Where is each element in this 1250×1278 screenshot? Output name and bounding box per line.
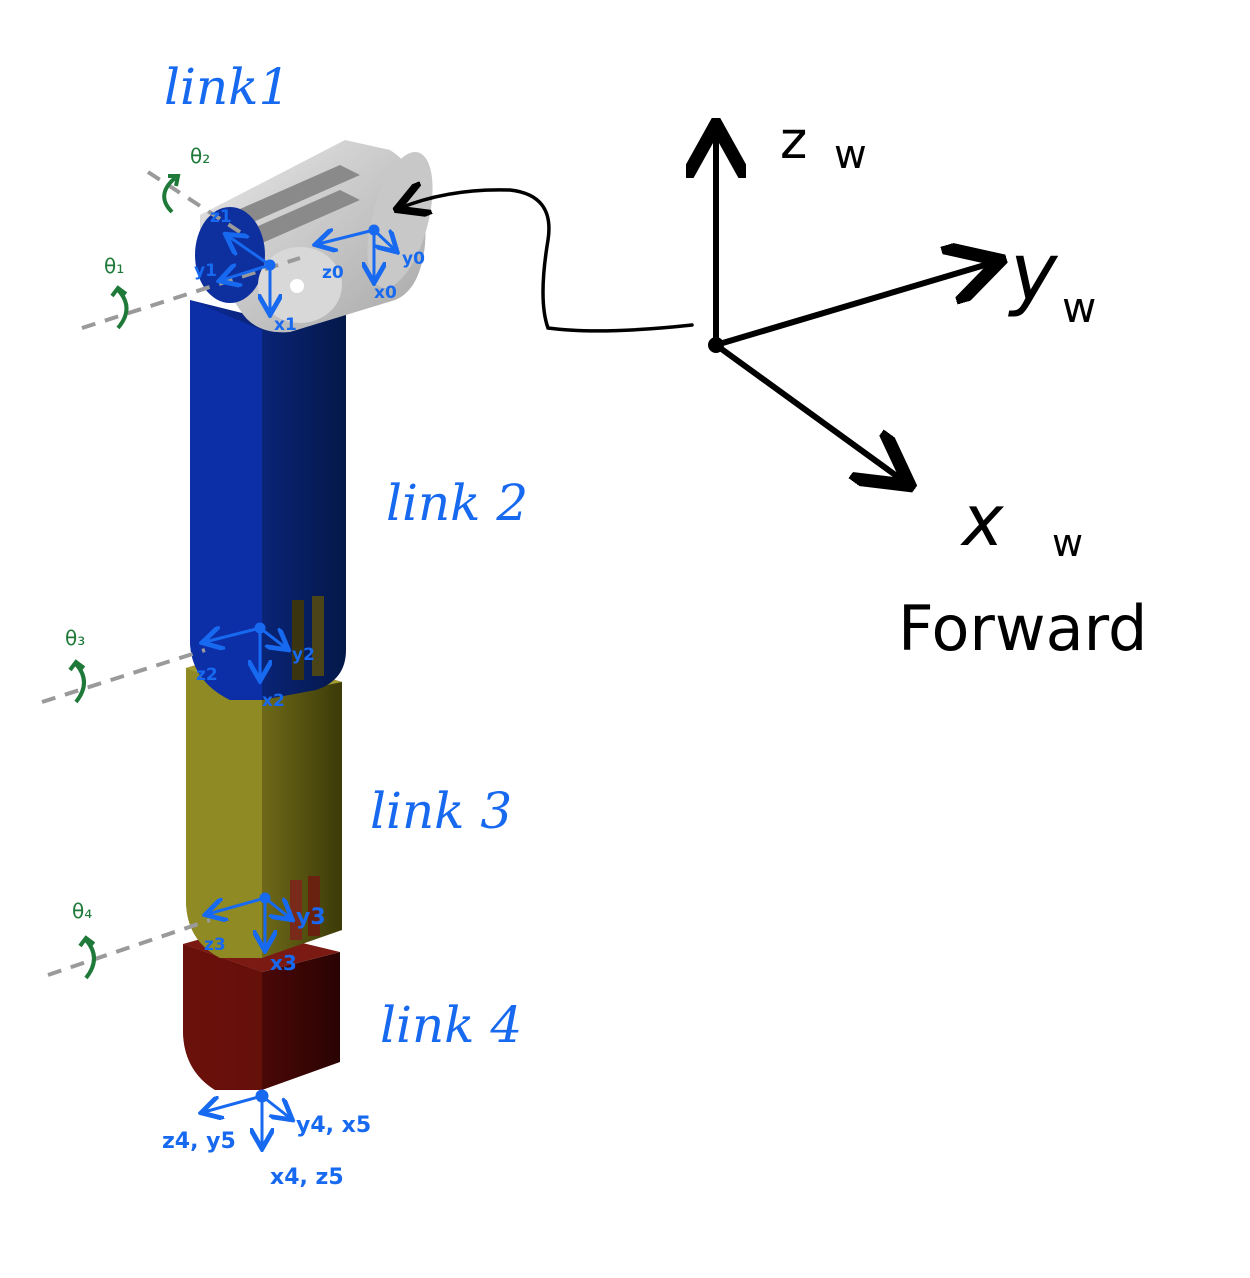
forward-label: Forward <box>898 592 1147 665</box>
joint2-axis <box>146 170 242 234</box>
world-y-sub: w <box>1062 283 1096 332</box>
world-y-label: y <box>1008 226 1059 319</box>
x2-label: x2 <box>262 691 285 711</box>
theta2-label: θ₂ <box>190 144 210 168</box>
joint3-axis <box>41 648 206 704</box>
joint4-axis <box>47 918 211 977</box>
world-z-label: z <box>780 111 807 171</box>
theta3-label: θ₃ <box>65 626 85 650</box>
x3-label: x3 <box>270 951 297 975</box>
theta3-arrow-icon <box>68 659 86 704</box>
link4-label: link 4 <box>380 996 522 1054</box>
joint-axes <box>41 170 301 977</box>
frame4-axes <box>204 1089 290 1146</box>
z4-y5-label: z4, y5 <box>162 1129 236 1154</box>
link4-body <box>183 928 340 1090</box>
link2-body <box>190 300 346 700</box>
y3-label: y3 <box>296 905 326 930</box>
link1-body <box>195 140 433 333</box>
z2-label: z2 <box>196 665 218 685</box>
frame1-axes <box>222 236 274 312</box>
world-x-axis <box>713 342 905 482</box>
y4-x5-label: y4, x5 <box>296 1113 371 1138</box>
world-y-axis <box>713 262 995 348</box>
y2-label: y2 <box>292 645 315 665</box>
theta4-arrow-icon <box>78 935 96 980</box>
z3-label: z3 <box>204 935 226 955</box>
world-pointer-arrow-icon <box>400 190 694 333</box>
y0-label: y0 <box>402 249 425 269</box>
theta1-arrow-icon <box>110 285 129 330</box>
x0-label: x0 <box>374 283 397 303</box>
world-z-sub: w <box>834 132 867 178</box>
joint-angles <box>68 174 181 980</box>
link1-label: link1 <box>164 58 290 116</box>
frame2-axes <box>205 622 286 678</box>
world-x-sub: w <box>1052 521 1083 565</box>
z1-label: z1 <box>210 207 232 227</box>
z0-label: z0 <box>322 263 344 283</box>
theta2-arrow-icon <box>162 174 181 214</box>
x4-z5-label: x4, z5 <box>270 1165 344 1190</box>
y1-label: y1 <box>194 261 217 281</box>
theta1-label: θ₁ <box>104 254 124 278</box>
world-x-label: x <box>960 480 1004 562</box>
link2-label: link 2 <box>386 474 528 532</box>
world-frame <box>400 130 995 482</box>
frame0-axes <box>318 224 395 280</box>
frame3-axes <box>208 892 290 948</box>
x1-label: x1 <box>274 315 297 335</box>
link3-label: link 3 <box>370 782 512 840</box>
theta4-label: θ₄ <box>72 899 92 923</box>
